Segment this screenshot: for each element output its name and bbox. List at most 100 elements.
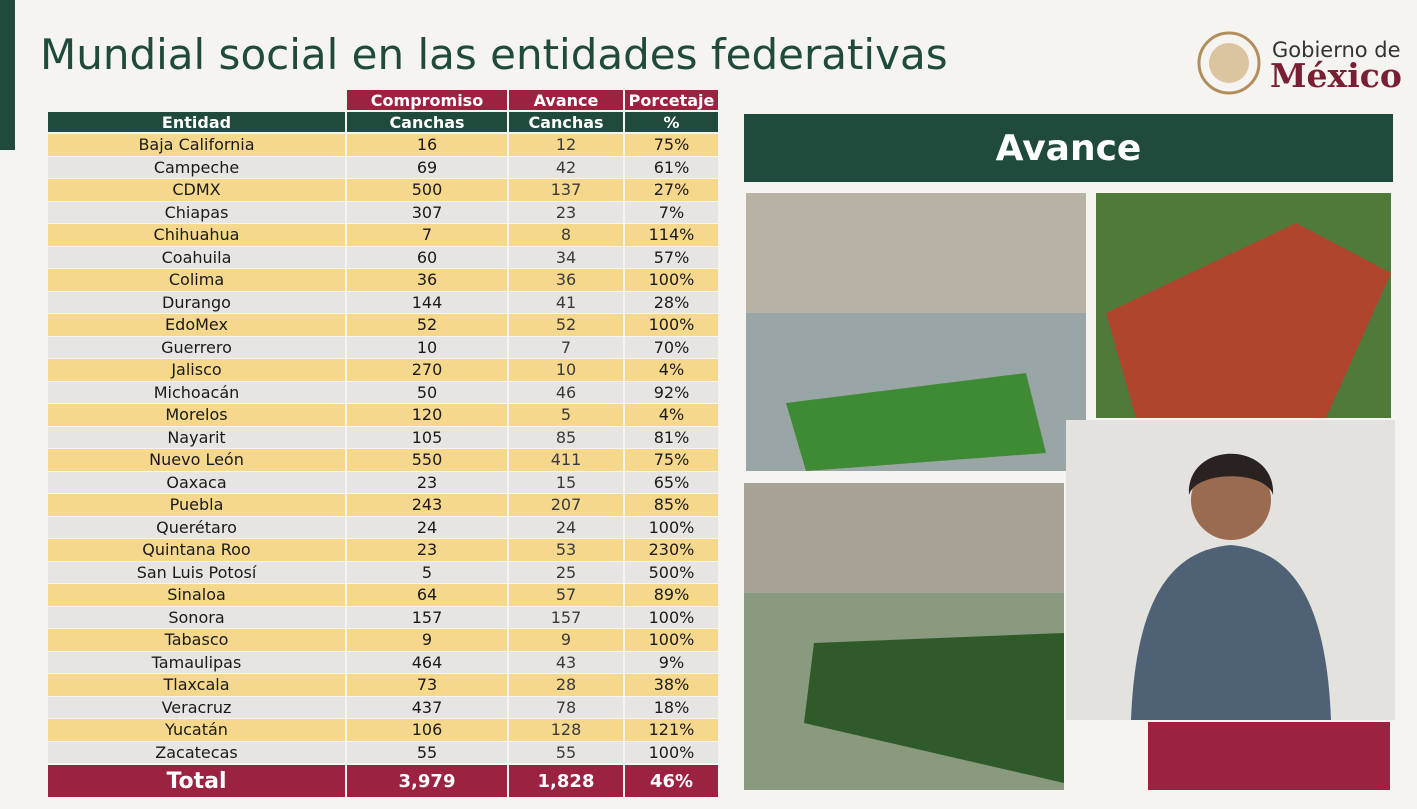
value-cell: 36 [347, 269, 507, 291]
accent-box [1148, 722, 1390, 790]
value-cell: 57 [509, 584, 623, 606]
entity-cell: Quintana Roo [48, 539, 345, 561]
logo-line2: México [1270, 56, 1402, 95]
value-cell: 437 [347, 696, 507, 718]
value-cell: 24 [347, 516, 507, 538]
entity-cell: Puebla [48, 494, 345, 516]
interpreter-video [1066, 420, 1395, 720]
value-cell: 500 [347, 179, 507, 201]
value-cell: 157 [347, 606, 507, 628]
value-cell: 8 [509, 224, 623, 246]
value-cell: 4% [625, 404, 718, 426]
entity-cell: Tamaulipas [48, 651, 345, 673]
photo-field-3 [744, 483, 1064, 790]
total-cell: Total [48, 765, 345, 797]
photo-field-2 [1096, 193, 1391, 418]
entity-cell: Colima [48, 269, 345, 291]
value-cell: 89% [625, 584, 718, 606]
value-cell: 55 [347, 741, 507, 763]
page-title: Mundial social en las entidades federati… [40, 30, 948, 79]
entity-cell: Campeche [48, 156, 345, 178]
entity-cell: Sinaloa [48, 584, 345, 606]
value-cell: 230% [625, 539, 718, 561]
column-header: Entidad [48, 112, 345, 132]
value-cell: 7% [625, 201, 718, 223]
entity-cell: Jalisco [48, 359, 345, 381]
value-cell: 70% [625, 336, 718, 358]
value-cell: 27% [625, 179, 718, 201]
value-cell: 28 [509, 674, 623, 696]
value-cell: 105 [347, 426, 507, 448]
value-cell: 75% [625, 134, 718, 156]
value-cell: 9 [347, 629, 507, 651]
value-cell: 106 [347, 719, 507, 741]
value-cell: 114% [625, 224, 718, 246]
value-cell: 85 [509, 426, 623, 448]
value-cell: 464 [347, 651, 507, 673]
value-cell: 100% [625, 314, 718, 336]
value-cell: 75% [625, 449, 718, 471]
value-cell: 92% [625, 381, 718, 403]
entity-cell: Coahuila [48, 246, 345, 268]
value-cell: 12 [509, 134, 623, 156]
value-cell: 9 [509, 629, 623, 651]
photo-field-1 [746, 193, 1086, 471]
value-cell: 41 [509, 291, 623, 313]
entity-cell: Chiapas [48, 201, 345, 223]
value-cell: 15 [509, 471, 623, 493]
total-cell: 46% [625, 765, 718, 797]
value-cell: 500% [625, 561, 718, 583]
entity-cell: Sonora [48, 606, 345, 628]
value-cell: 81% [625, 426, 718, 448]
value-cell: 23 [347, 539, 507, 561]
group-header: Porcetaje [625, 90, 718, 110]
value-cell: 52 [347, 314, 507, 336]
value-cell: 4% [625, 359, 718, 381]
logo-emblem [1197, 31, 1261, 95]
group-header: Compromiso [347, 90, 507, 110]
value-cell: 16 [347, 134, 507, 156]
value-cell: 121% [625, 719, 718, 741]
column-header: Canchas [509, 112, 623, 132]
value-cell: 69 [347, 156, 507, 178]
value-cell: 52 [509, 314, 623, 336]
entity-cell: Michoacán [48, 381, 345, 403]
value-cell: 36 [509, 269, 623, 291]
value-cell: 43 [509, 651, 623, 673]
value-cell: 34 [509, 246, 623, 268]
value-cell: 7 [347, 224, 507, 246]
value-cell: 85% [625, 494, 718, 516]
value-cell: 120 [347, 404, 507, 426]
value-cell: 243 [347, 494, 507, 516]
value-cell: 50 [347, 381, 507, 403]
value-cell: 42 [509, 156, 623, 178]
value-cell: 23 [347, 471, 507, 493]
value-cell: 38% [625, 674, 718, 696]
value-cell: 64 [347, 584, 507, 606]
column-header: Canchas [347, 112, 507, 132]
column-header: % [625, 112, 718, 132]
group-header: Avance [509, 90, 623, 110]
value-cell: 307 [347, 201, 507, 223]
value-cell: 28% [625, 291, 718, 313]
entity-cell: Querétaro [48, 516, 345, 538]
value-cell: 100% [625, 629, 718, 651]
value-cell: 10 [347, 336, 507, 358]
value-cell: 207 [509, 494, 623, 516]
value-cell: 73 [347, 674, 507, 696]
value-cell: 5 [509, 404, 623, 426]
value-cell: 550 [347, 449, 507, 471]
value-cell: 128 [509, 719, 623, 741]
value-cell: 144 [347, 291, 507, 313]
value-cell: 61% [625, 156, 718, 178]
value-cell: 65% [625, 471, 718, 493]
value-cell: 270 [347, 359, 507, 381]
value-cell: 137 [509, 179, 623, 201]
value-cell: 100% [625, 741, 718, 763]
logo-line1: Gobierno de [1272, 38, 1401, 62]
value-cell: 5 [347, 561, 507, 583]
value-cell: 157 [509, 606, 623, 628]
value-cell: 7 [509, 336, 623, 358]
entity-cell: Veracruz [48, 696, 345, 718]
